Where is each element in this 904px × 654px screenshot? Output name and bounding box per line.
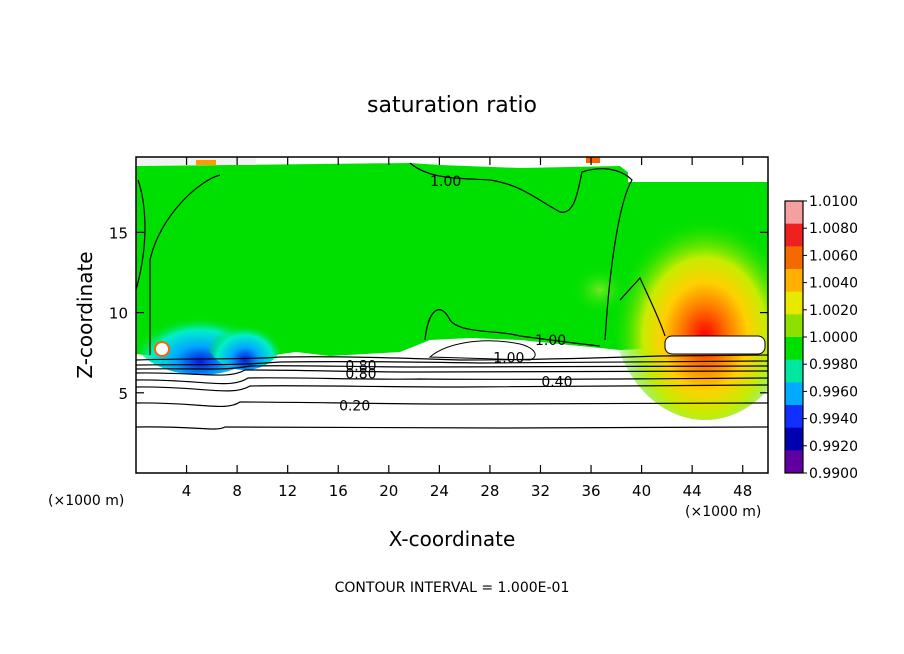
x-tick-label: 28: [480, 482, 499, 500]
x-axis-label: X-coordinate: [389, 527, 516, 551]
plot-area: [136, 157, 768, 473]
colorbar-segment: [785, 314, 803, 338]
subsaturation-core-2: [205, 300, 285, 370]
colorbar-tick-label: 0.9920: [809, 439, 858, 455]
y-tick-label: 15: [109, 224, 128, 242]
contour-1-00-lower: [424, 309, 601, 347]
x-tick-label: 16: [329, 482, 348, 500]
x-tick-label: 48: [733, 482, 752, 500]
colorbar-tick-label: 1.0060: [809, 248, 858, 264]
colorbar-segment: [785, 427, 803, 451]
x-tick-label: 8: [232, 482, 242, 500]
colorbar-tick-label: 0.9960: [809, 384, 858, 400]
colorbar-segment: [785, 337, 803, 361]
colorbar-tick-label: 0.9900: [809, 466, 858, 482]
plot-frame: [135, 156, 769, 474]
contour-level-3: [136, 365, 768, 370]
colorbar-tick-label: 1.0100: [809, 194, 858, 210]
colorbar-tick-label: 0.9980: [809, 357, 858, 373]
top-artifact-2: [586, 157, 600, 163]
contour-level-4: [136, 369, 768, 376]
contour-lines: [136, 162, 768, 430]
contour-level-2: [136, 360, 768, 366]
contour-label: 1.00: [493, 351, 524, 367]
top-band-2: [628, 172, 768, 182]
light-patch: [570, 265, 630, 315]
y-axis-ticks: 5 10 15: [109, 224, 768, 403]
contour-level-1: [136, 354, 768, 361]
contour-label: 0.80: [345, 359, 376, 375]
x-tick-label: 24: [430, 482, 449, 500]
colorbar-segment: [785, 269, 803, 293]
contour-level-6: [136, 384, 768, 392]
colorbar-segment: [785, 291, 803, 315]
contour-label: 1.00: [535, 333, 566, 349]
colorbar-segment: [785, 246, 803, 270]
colorbar-segment: [785, 223, 803, 247]
top-artifact-1: [196, 160, 216, 165]
x-tick-label: 12: [278, 482, 297, 500]
contour-label: 0.80: [345, 367, 376, 383]
contour-label: 1.00: [430, 174, 461, 190]
x-unit-label: (×1000 m): [685, 504, 761, 520]
chart-title: saturation ratio: [367, 93, 537, 118]
contour-level-5: [136, 377, 768, 385]
x-tick-label: 20: [379, 482, 398, 500]
supersaturation-plume: [610, 180, 768, 420]
x-tick-label: 44: [683, 482, 702, 500]
colorbar-segment: [785, 201, 803, 225]
colorbar-tick-label: 0.9940: [809, 412, 858, 428]
contour-label: 0.40: [541, 375, 572, 391]
cloud-blob-2: [428, 340, 536, 361]
contour-label: 0.20: [339, 399, 370, 415]
colorbar-segment: [785, 359, 803, 383]
contour-labels: 1.00 1.00 1.00 0.800.80 0.40 0.20: [339, 174, 572, 415]
y-unit-label: (×1000 m): [48, 493, 124, 509]
colorbar-segment: [785, 382, 803, 406]
colorbar-segment: [785, 405, 803, 429]
colorbar: 1.0100 1.0080 1.0060 1.0040 1.0020 1.0000 0.99…: [784, 194, 858, 482]
contour-level-7: [136, 401, 768, 408]
colorbar-tick-label: 1.0040: [809, 276, 858, 292]
colorbar-tick-label: 1.0000: [809, 330, 858, 346]
y-tick-label: 10: [109, 305, 128, 323]
x-tick-label: 4: [182, 482, 192, 500]
x-axis-ticks: 4 8 12 16 20 24 28 32 36 40 44 48: [182, 157, 752, 500]
contour-1-00-upper: [136, 162, 666, 355]
cloud-blob-3: [154, 341, 170, 357]
contour-level-8: [136, 426, 768, 430]
colorbar-tick-label: 1.0080: [809, 221, 858, 237]
colorbar-tick-label: 1.0020: [809, 303, 858, 319]
colorbar-segment: [785, 450, 803, 474]
y-axis-label: Z-coordinate: [73, 251, 97, 378]
x-tick-label: 32: [531, 482, 550, 500]
y-tick-label: 5: [118, 385, 128, 403]
contour-interval-note: CONTOUR INTERVAL = 1.000E-01: [335, 580, 570, 596]
cloud-blob-1: [664, 335, 766, 355]
x-tick-label: 36: [581, 482, 600, 500]
x-tick-label: 40: [632, 482, 651, 500]
